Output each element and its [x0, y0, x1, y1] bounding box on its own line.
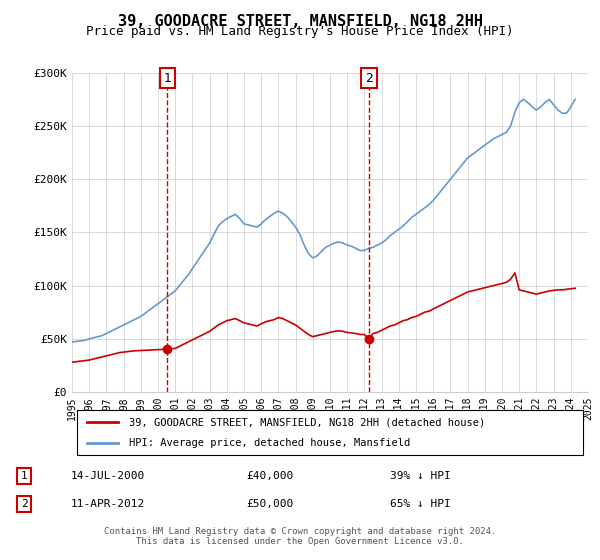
Text: 11-APR-2012: 11-APR-2012 [71, 499, 145, 509]
FancyBboxPatch shape [77, 410, 583, 455]
Text: 39% ↓ HPI: 39% ↓ HPI [389, 471, 451, 481]
Text: HPI: Average price, detached house, Mansfield: HPI: Average price, detached house, Mans… [129, 438, 410, 448]
Text: Price paid vs. HM Land Registry's House Price Index (HPI): Price paid vs. HM Land Registry's House … [86, 25, 514, 38]
Text: 2: 2 [20, 499, 28, 509]
Text: 65% ↓ HPI: 65% ↓ HPI [389, 499, 451, 509]
Text: 1: 1 [20, 471, 28, 481]
Text: 1: 1 [163, 72, 171, 85]
Text: 39, GOODACRE STREET, MANSFIELD, NG18 2HH: 39, GOODACRE STREET, MANSFIELD, NG18 2HH [118, 14, 482, 29]
Text: 39, GOODACRE STREET, MANSFIELD, NG18 2HH (detached house): 39, GOODACRE STREET, MANSFIELD, NG18 2HH… [129, 417, 485, 427]
Text: 14-JUL-2000: 14-JUL-2000 [71, 471, 145, 481]
Text: £50,000: £50,000 [247, 499, 293, 509]
Text: 2: 2 [365, 72, 373, 85]
Text: Contains HM Land Registry data © Crown copyright and database right 2024.
This d: Contains HM Land Registry data © Crown c… [104, 526, 496, 546]
Text: £40,000: £40,000 [247, 471, 293, 481]
